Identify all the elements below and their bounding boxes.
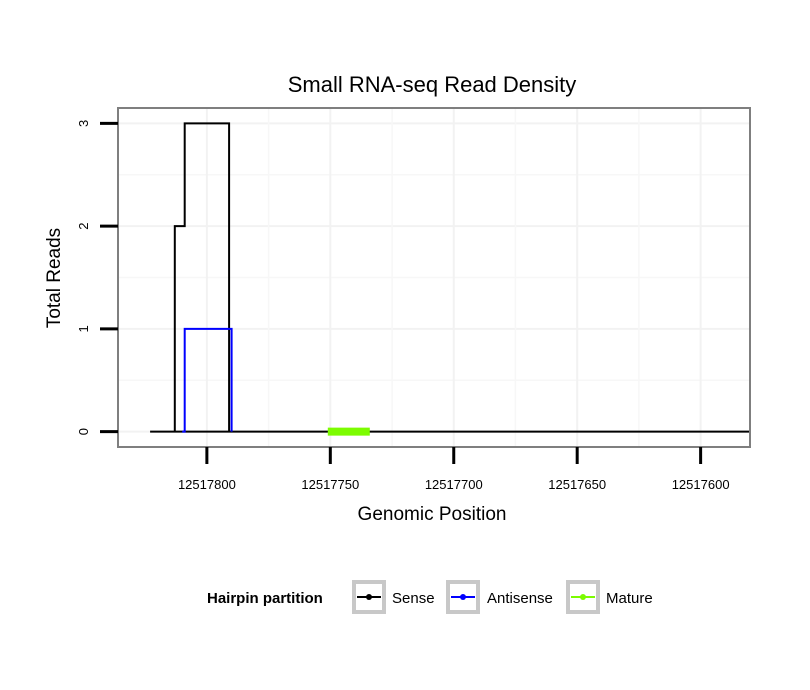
plot-border — [117, 107, 751, 448]
x-tick-label: 12517800 — [178, 477, 236, 492]
y-tick-label: 3 — [76, 120, 91, 127]
y-tick-label: 0 — [76, 428, 91, 435]
legend-key-dot-antisense — [460, 594, 466, 600]
legend-item-sense: Sense — [352, 580, 435, 614]
legend-key-dot-sense — [366, 594, 372, 600]
legend-label-sense: Sense — [392, 590, 435, 607]
x-tick-label: 12517650 — [548, 477, 606, 492]
legend-item-antisense: Antisense — [446, 580, 553, 614]
grid-lines — [118, 108, 750, 447]
y-tick-label: 1 — [76, 325, 91, 332]
series-line-antisense — [182, 327, 233, 433]
legend-title: Hairpin partition — [207, 590, 323, 607]
y-axis: 0 1 2 3 — [76, 120, 118, 435]
legend-label-mature: Mature — [606, 590, 653, 607]
x-axis-title: Genomic Position — [358, 504, 507, 525]
series-lines — [150, 122, 750, 436]
x-tick-label: 12517600 — [672, 477, 730, 492]
y-tick-label: 2 — [76, 222, 91, 229]
chart-title: Small RNA-seq Read Density — [288, 72, 577, 97]
y-axis-title: Total Reads — [44, 228, 65, 328]
legend: Hairpin partition Sense Antisense Mature — [207, 580, 653, 614]
x-tick-label: 12517700 — [425, 477, 483, 492]
legend-key-dot-mature — [580, 594, 586, 600]
x-tick-label: 12517750 — [301, 477, 359, 492]
x-axis: 12517800 12517750 12517700 12517650 12517600 — [178, 447, 730, 492]
legend-label-antisense: Antisense — [487, 590, 553, 607]
legend-item-mature: Mature — [566, 580, 653, 614]
